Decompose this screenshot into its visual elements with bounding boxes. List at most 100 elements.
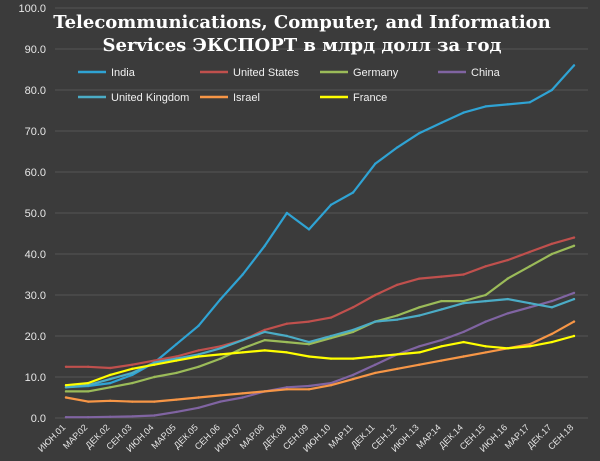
gridlines (55, 7, 588, 419)
data-point (462, 111, 465, 114)
data-point (219, 353, 222, 356)
data-point (329, 316, 333, 319)
data-point (440, 308, 443, 311)
data-point (374, 363, 377, 366)
y-tick-label: 90.0 (25, 44, 46, 56)
data-point (506, 297, 509, 301)
data-point (285, 211, 289, 215)
data-point (329, 357, 333, 360)
data-point (462, 340, 465, 344)
data-point (484, 293, 487, 297)
data-point (285, 340, 289, 344)
y-tick-label: 20.0 (25, 331, 46, 343)
data-point (64, 365, 68, 368)
data-point (351, 357, 355, 360)
data-point (153, 400, 156, 403)
series-united-states (64, 236, 576, 370)
data-point (263, 338, 266, 342)
legend: India United States Germany China United Kin… (78, 67, 501, 104)
data-point (351, 377, 355, 381)
y-tick-label: 100.0 (18, 3, 46, 15)
legend-item: China (438, 67, 501, 79)
data-point (131, 367, 134, 370)
y-tick-label: 30.0 (25, 290, 46, 302)
data-point (307, 388, 311, 391)
data-point (528, 343, 531, 346)
data-point (462, 299, 465, 303)
data-point (440, 121, 443, 125)
series-israel (64, 320, 576, 403)
series-line (64, 320, 576, 403)
y-tick-label: 10.0 (25, 372, 46, 384)
data-point (175, 371, 178, 375)
data-point (307, 355, 311, 358)
data-point (506, 277, 509, 280)
legend-label: Israel (233, 92, 260, 104)
legend-label: China (471, 67, 501, 79)
data-point (64, 390, 68, 393)
data-point (351, 328, 355, 332)
data-point (462, 330, 465, 334)
legend-label: France (353, 92, 387, 104)
legend-item: Germany (320, 67, 399, 79)
data-point (440, 338, 443, 342)
data-point (528, 250, 531, 254)
data-point (64, 386, 68, 389)
legend-item: France (320, 92, 387, 104)
data-point (484, 320, 487, 323)
data-point (440, 345, 443, 348)
data-point (219, 345, 222, 348)
data-point (175, 343, 178, 346)
data-point (440, 359, 443, 362)
data-point (263, 244, 266, 247)
data-point (506, 258, 509, 262)
data-point (86, 416, 90, 419)
data-point (219, 400, 222, 403)
data-point (131, 381, 134, 385)
data-point (109, 399, 112, 402)
data-point (131, 400, 134, 403)
data-point (285, 334, 289, 338)
y-tick-label: 60.0 (25, 167, 46, 179)
data-point (131, 371, 134, 375)
legend-item: United States (200, 67, 300, 79)
data-point (197, 406, 200, 409)
data-point (528, 345, 531, 348)
legend-label: United Kingdom (111, 92, 189, 104)
data-point (197, 353, 200, 356)
data-point (572, 334, 576, 338)
data-point (197, 349, 200, 352)
data-point (396, 318, 399, 321)
data-point (440, 275, 443, 278)
data-point (109, 366, 112, 370)
data-point (263, 328, 266, 332)
data-point (572, 291, 576, 295)
data-point (285, 386, 289, 389)
data-point (550, 242, 554, 245)
series-line (64, 244, 576, 393)
data-point (418, 314, 421, 317)
data-point (263, 349, 266, 352)
data-point (550, 340, 554, 344)
data-point (197, 324, 200, 327)
data-point (528, 302, 531, 305)
data-point (175, 359, 178, 362)
data-point (197, 365, 200, 368)
data-point (329, 334, 333, 338)
series-line (64, 236, 576, 370)
data-point (263, 330, 266, 334)
data-point (396, 314, 399, 317)
data-point (285, 351, 289, 354)
data-point (197, 355, 200, 358)
data-point (418, 306, 421, 309)
data-point (241, 273, 244, 276)
data-point (418, 131, 421, 135)
legend-item: Israel (200, 92, 260, 104)
data-point (418, 363, 421, 366)
data-point (484, 351, 487, 354)
data-point (64, 384, 68, 387)
data-point (351, 330, 355, 334)
data-point (418, 351, 421, 354)
data-point (307, 228, 311, 231)
